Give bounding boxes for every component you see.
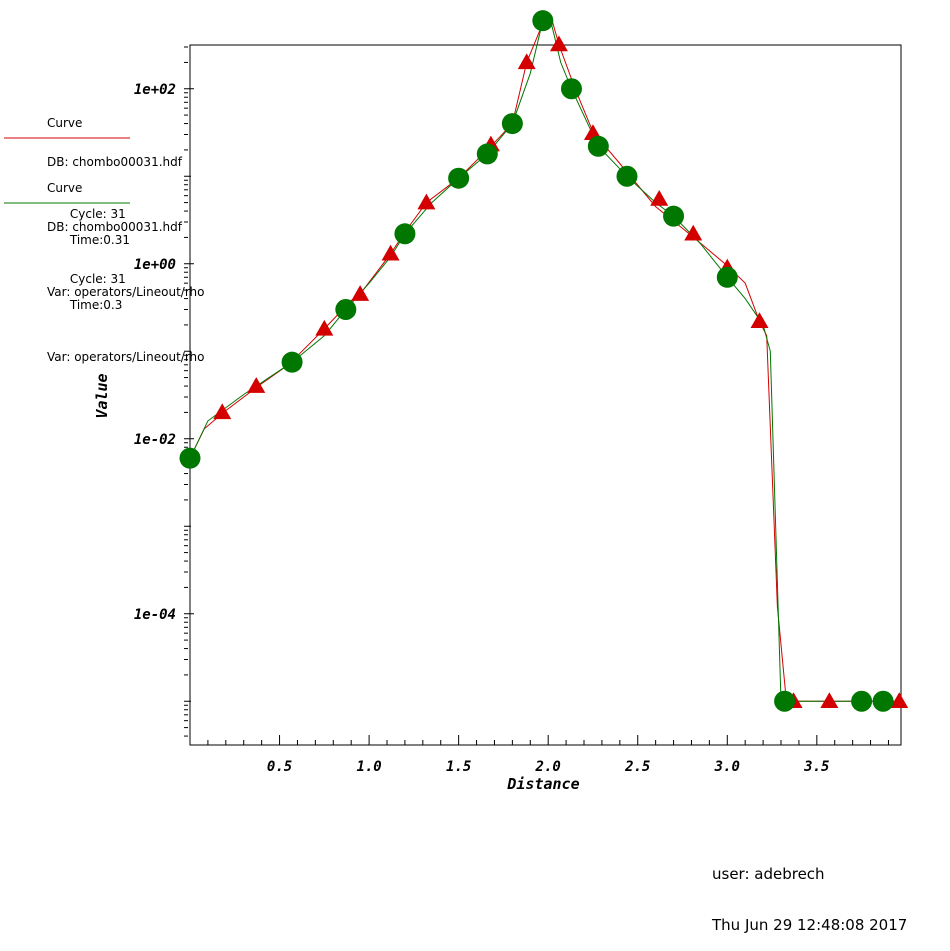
marker-triangle <box>750 312 769 329</box>
footer: user: adebrech Thu Jun 29 12:48:08 2017 <box>712 832 907 951</box>
marker-circle <box>281 351 303 373</box>
marker-circle <box>179 447 201 469</box>
marker-circle <box>616 165 638 187</box>
x-axis-label: Distance <box>506 775 579 793</box>
legend-cycle: Cycle: 31 <box>69 272 126 286</box>
marker-triangle <box>684 224 703 241</box>
marker-circle <box>774 690 796 712</box>
marker-triangle <box>890 692 909 708</box>
y-axis-label: Value <box>93 373 111 418</box>
x-tick-label: 1.5 <box>446 759 471 775</box>
marker-triangle <box>213 403 232 420</box>
marker-triangle <box>650 189 669 206</box>
legend-db: DB: chombo00031.hdf <box>47 220 182 234</box>
legend-entry-2: Curve DB: chombo00031.hdf Cycle: 31 Time… <box>47 156 205 390</box>
x-tick-label: 2.5 <box>624 759 650 775</box>
marker-triangle <box>517 53 536 70</box>
y-tick-label: 1e+00 <box>134 257 176 273</box>
chart: 0.5 1.0 1.5 2.0 2.5 3.0 3.5 1e+02 1e+00 1e-02 1e-0… <box>4 10 909 793</box>
marker-circle <box>872 690 894 712</box>
marker-circle <box>663 205 685 227</box>
marker-circle <box>532 10 554 32</box>
x-tick-label: 0.5 <box>267 759 292 775</box>
legend-entry-1: Curve DB: chombo00031.hdf Cycle: 31 Time… <box>47 91 205 325</box>
plot-area <box>189 44 902 746</box>
footer-timestamp: Thu Jun 29 12:48:08 2017 <box>712 916 908 934</box>
footer-user: user: adebrech <box>712 865 825 883</box>
marker-circle <box>501 113 523 135</box>
marker-triangle <box>315 319 334 336</box>
marker-circle <box>448 167 470 189</box>
legend-title: Curve <box>47 116 83 130</box>
marker-triangle <box>351 285 370 301</box>
legend-cycle: Cycle: 31 <box>69 207 126 221</box>
marker-circle <box>335 299 357 321</box>
legend-var: Var: operators/Lineout/rho <box>47 350 205 364</box>
x-tick-label: 2.0 <box>535 759 561 775</box>
y-tick-label: 1e-02 <box>134 432 176 448</box>
legend-db: DB: chombo00031.hdf <box>47 155 182 169</box>
y-tick-label: 1e+02 <box>134 82 176 98</box>
y-tick-label: 1e-04 <box>134 607 176 623</box>
marker-circle <box>560 78 582 100</box>
marker-circle <box>716 266 738 288</box>
marker-triangle <box>417 193 436 210</box>
x-tick-label: 3.5 <box>803 759 829 775</box>
legend-var: Var: operators/Lineout/rho <box>47 285 205 299</box>
legend-title: Curve <box>47 181 83 195</box>
legend-time: Time:0.31 <box>69 233 131 247</box>
x-tick-label: 1.0 <box>356 759 381 775</box>
marker-circle <box>476 143 498 165</box>
marker-triangle <box>247 377 266 393</box>
marker-triangle <box>820 692 839 708</box>
marker-circle <box>851 690 873 712</box>
marker-triangle <box>381 244 400 261</box>
marker-circle <box>587 135 609 157</box>
legend-time: Time:0.3 <box>69 298 123 312</box>
marker-triangle <box>549 35 568 52</box>
marker-circle <box>394 223 416 245</box>
x-tick-label: 3.0 <box>714 759 740 775</box>
